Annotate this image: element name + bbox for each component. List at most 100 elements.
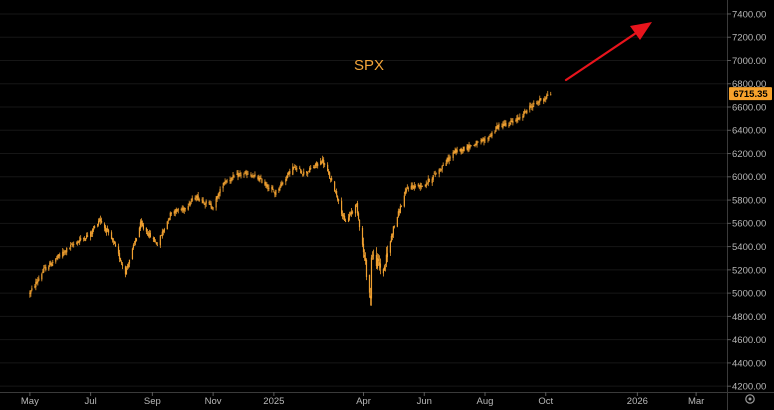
candle (390, 233, 392, 243)
y-tick-label-7: 6000.00 (732, 172, 766, 183)
candle (392, 226, 394, 238)
candle (508, 122, 510, 128)
candle (296, 165, 298, 172)
candle (168, 217, 170, 221)
candle (238, 172, 240, 178)
candle (212, 206, 214, 211)
candle (329, 171, 331, 179)
y-tick-label-1: 7200.00 (732, 33, 766, 44)
candle (502, 121, 504, 130)
candle (550, 91, 552, 96)
candle (125, 266, 128, 275)
x-tick-label-5: Apr (356, 396, 371, 407)
candle (272, 185, 274, 191)
candle (259, 175, 261, 183)
candle (244, 170, 246, 174)
candle (468, 141, 470, 152)
candle (37, 277, 39, 286)
candle (303, 168, 305, 177)
x-tick-label-10: Mar (688, 396, 704, 407)
candle (426, 182, 428, 185)
candle (260, 174, 262, 180)
y-tick-label-3: 6800.00 (732, 79, 766, 90)
candle (251, 174, 253, 179)
candle (537, 100, 539, 106)
candle (148, 229, 150, 239)
candle (91, 230, 93, 237)
candle (288, 171, 290, 176)
candle (378, 255, 381, 271)
candle (413, 182, 415, 191)
candle (84, 236, 86, 242)
candle (501, 123, 503, 128)
candle (375, 247, 378, 270)
candle (254, 171, 256, 178)
candle (45, 264, 47, 272)
candle (433, 171, 435, 175)
candle (453, 150, 455, 154)
candle (114, 241, 117, 248)
candle (132, 243, 135, 250)
candle (488, 135, 490, 142)
candle (42, 268, 44, 274)
candle (349, 211, 352, 216)
candle (523, 111, 525, 118)
candle (362, 237, 365, 258)
candle (275, 189, 277, 197)
candle (531, 103, 533, 111)
candle (35, 278, 37, 291)
candle (66, 247, 68, 256)
candle (440, 168, 442, 172)
candle (219, 186, 221, 197)
candle (330, 178, 332, 183)
candle (356, 200, 359, 216)
candle (459, 148, 461, 152)
candle (456, 146, 458, 154)
candle (389, 240, 391, 256)
candle (302, 174, 304, 177)
candle (92, 228, 94, 238)
candle (141, 220, 144, 227)
candle (281, 180, 283, 187)
candle (202, 197, 204, 204)
candle (63, 249, 65, 256)
chart-title: SPX (354, 57, 384, 74)
candle (331, 175, 333, 182)
candle (117, 243, 120, 257)
candle (316, 161, 318, 169)
candle (469, 144, 471, 150)
candle (337, 195, 339, 202)
candle (419, 182, 421, 191)
candle (504, 119, 506, 127)
candle (236, 170, 238, 176)
candle (225, 180, 227, 185)
x-tick-label-3: Nov (205, 396, 222, 407)
candle (146, 229, 148, 236)
y-tick-label-10: 5400.00 (732, 242, 766, 253)
candle (343, 212, 346, 222)
candle (340, 197, 343, 217)
candle (355, 203, 358, 208)
y-tick-label-6: 6200.00 (732, 149, 766, 160)
candle (173, 209, 175, 217)
candle (38, 275, 40, 282)
candle (322, 155, 324, 164)
candle (489, 133, 491, 138)
candle (406, 184, 408, 190)
candle (64, 250, 66, 256)
candle (267, 184, 269, 192)
candle (121, 262, 124, 270)
y-tick-label-4: 6600.00 (732, 102, 766, 113)
candle (87, 232, 89, 238)
candle (368, 274, 371, 298)
candle (509, 121, 511, 127)
candle (218, 191, 220, 200)
candle (153, 237, 155, 243)
candle (454, 147, 456, 154)
y-tick-label-0: 7400.00 (732, 9, 766, 20)
y-tick-label-5: 6400.00 (732, 126, 766, 137)
candle (385, 246, 388, 268)
candle (126, 263, 129, 270)
candle (435, 172, 437, 175)
settings-gear-icon[interactable] (745, 394, 755, 404)
